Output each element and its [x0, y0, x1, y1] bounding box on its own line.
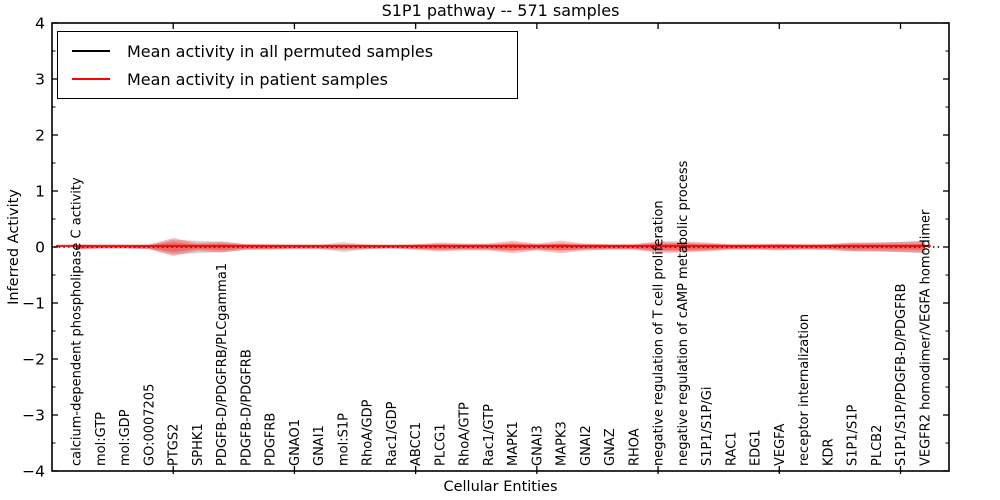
category-label: GO:0007205 — [142, 384, 157, 466]
legend-label-permuted: Mean activity in all permuted samples — [127, 41, 434, 61]
category-label: PDGFB-D/PDGFRB/PLCgamma1 — [215, 263, 230, 466]
y-tick-label: −2 — [22, 351, 45, 369]
y-tick-label: 4 — [35, 15, 45, 33]
category-label: calcium-dependent phospholipase C activi… — [70, 177, 85, 466]
category-label: MAPK1 — [506, 421, 521, 466]
category-label: MAPK3 — [555, 421, 570, 466]
y-tick-label: −3 — [22, 407, 45, 425]
legend-row-permuted: Mean activity in all permuted samples — [58, 37, 517, 65]
legend-row-patient: Mean activity in patient samples — [58, 65, 517, 93]
category-label: GNAI1 — [312, 425, 327, 466]
category-label: KDR — [821, 438, 836, 466]
category-label: PDGFRB — [264, 413, 279, 466]
category-label: VEGFR2 homodimer/VEGFA homodimer — [918, 209, 933, 466]
permuted-legend-line — [72, 50, 110, 52]
category-label: Rac1/GTP — [482, 404, 497, 466]
patient-legend-line — [72, 78, 110, 80]
category-label: GNAO1 — [288, 419, 303, 466]
category-label: PLCG1 — [433, 423, 448, 466]
y-tick-label: 0 — [35, 239, 45, 257]
category-label: GNAZ — [603, 428, 618, 466]
y-tick-label: 1 — [35, 183, 45, 201]
y-tick-label: 2 — [35, 127, 45, 145]
y-tick-label: 3 — [35, 71, 45, 89]
category-label: RAC1 — [724, 431, 739, 466]
category-label: RHOA — [627, 428, 642, 466]
category-label: mol:GTP — [94, 412, 109, 466]
category-label: negative regulation of T cell proliferat… — [652, 200, 667, 466]
legend: Mean activity in all permuted samples Me… — [57, 31, 518, 99]
category-label: SPHK1 — [191, 423, 206, 466]
category-label: PDGFB-D/PDGFRB — [239, 349, 254, 466]
category-label: Rac1/GDP — [385, 401, 400, 466]
category-label: S1P1/S1P/Gi — [700, 387, 715, 466]
category-label: mol:GDP — [118, 409, 133, 466]
chart-title: S1P1 pathway -- 571 samples — [381, 1, 620, 20]
category-label: EDG1 — [749, 429, 764, 466]
category-label: VEGFA — [773, 424, 788, 466]
y-tick-label: −4 — [22, 463, 45, 481]
category-label: mol:S1P — [336, 413, 351, 466]
y-tick-label: −1 — [22, 295, 45, 313]
category-label: PTGS2 — [167, 424, 182, 466]
y-axis-label: Inferred Activity — [6, 189, 22, 305]
category-label: receptor internalization — [797, 314, 812, 466]
category-label: S1P1/S1P — [846, 404, 861, 466]
category-label: negative regulation of cAMP metabolic pr… — [676, 160, 691, 466]
category-label: GNAI3 — [530, 425, 545, 466]
legend-label-patient: Mean activity in patient samples — [127, 69, 388, 89]
category-label: RhoA/GDP — [361, 399, 376, 466]
category-label: ABCC1 — [409, 422, 424, 466]
x-axis-label: Cellular Entities — [443, 479, 558, 495]
category-label: GNAI2 — [579, 425, 594, 466]
category-label: S1P1/S1P/PDGFB-D/PDGFRB — [894, 283, 909, 466]
category-label: PLCB2 — [870, 425, 885, 466]
category-label: RhoA/GTP — [458, 402, 473, 466]
